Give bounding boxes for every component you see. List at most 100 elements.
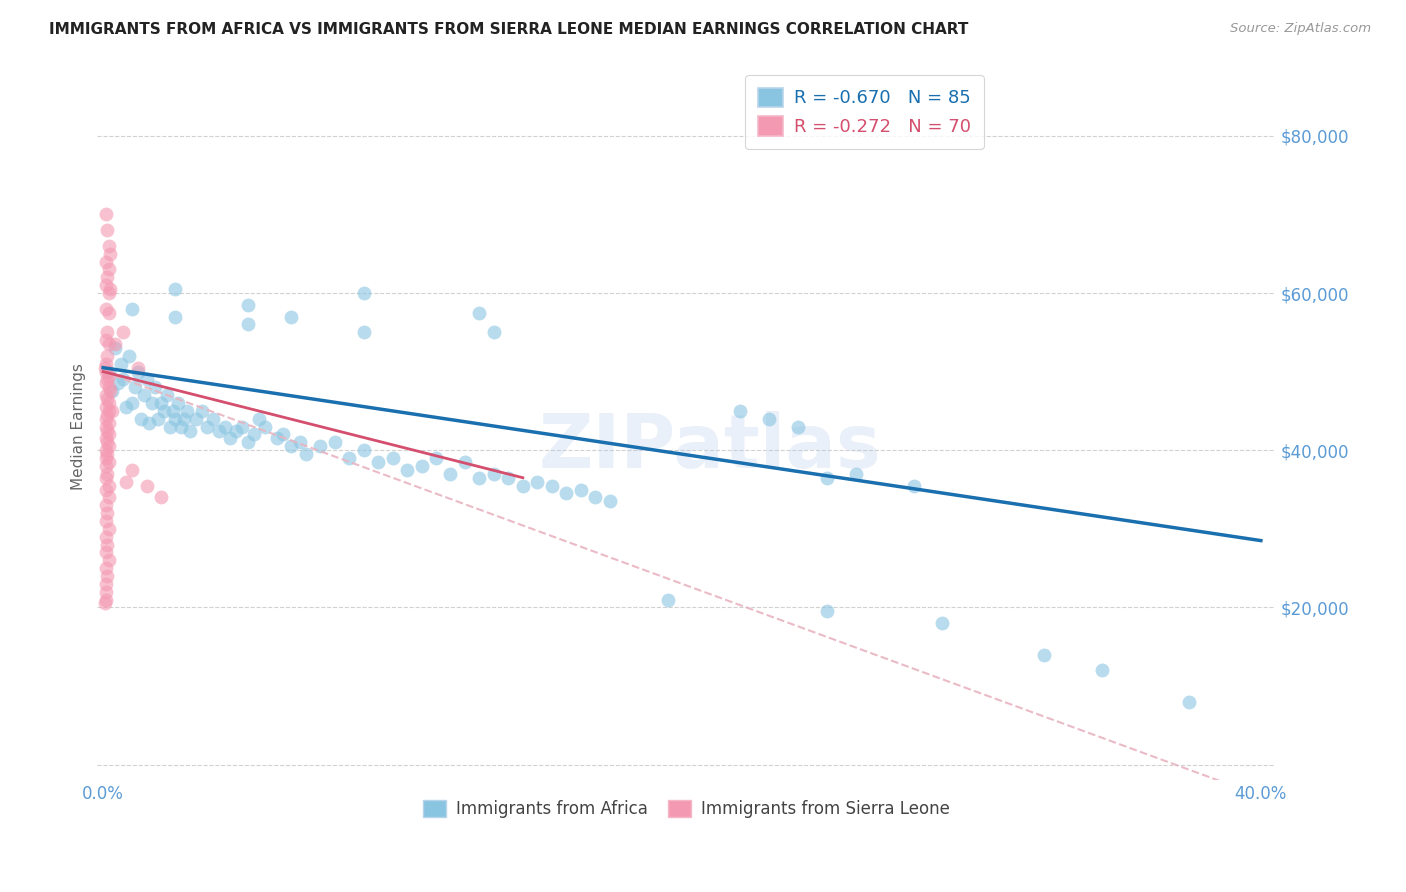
Point	[94, 333, 117, 347]
Point	[94, 301, 117, 316]
Point	[96, 349, 118, 363]
Legend: Immigrants from Africa, Immigrants from Sierra Leone: Immigrants from Africa, Immigrants from …	[416, 794, 956, 825]
Point	[94, 254, 117, 268]
Point	[112, 326, 135, 340]
Point	[93, 360, 115, 375]
Point	[236, 318, 259, 332]
Point	[101, 384, 124, 399]
Point	[94, 530, 117, 544]
Point	[94, 357, 117, 371]
Point	[583, 491, 606, 505]
Point	[100, 384, 122, 399]
Point	[214, 419, 236, 434]
Point	[176, 404, 198, 418]
Point	[118, 349, 141, 363]
Point	[124, 380, 146, 394]
Point	[526, 475, 548, 489]
Point	[135, 478, 157, 492]
Point	[512, 478, 534, 492]
Point	[97, 239, 120, 253]
Point	[231, 419, 253, 434]
Point	[94, 545, 117, 559]
Point	[94, 471, 117, 485]
Point	[236, 298, 259, 312]
Point	[254, 419, 277, 434]
Text: ZIPatlas: ZIPatlas	[538, 411, 882, 484]
Point	[94, 592, 117, 607]
Point	[482, 467, 505, 481]
Point	[1032, 648, 1054, 662]
Point	[569, 483, 592, 497]
Point	[138, 416, 160, 430]
Point	[271, 427, 294, 442]
Point	[337, 451, 360, 466]
Point	[195, 419, 218, 434]
Point	[96, 392, 118, 406]
Point	[96, 372, 118, 386]
Point	[104, 341, 127, 355]
Point	[97, 427, 120, 442]
Point	[225, 424, 247, 438]
Point	[249, 411, 271, 425]
Point	[96, 537, 118, 551]
Point	[94, 365, 117, 379]
Point	[93, 597, 115, 611]
Point	[97, 262, 120, 277]
Point	[94, 400, 117, 414]
Point	[94, 584, 117, 599]
Point	[127, 365, 149, 379]
Point	[97, 380, 120, 394]
Point	[121, 396, 143, 410]
Point	[728, 404, 751, 418]
Point	[468, 471, 491, 485]
Point	[97, 416, 120, 430]
Point	[94, 458, 117, 473]
Point	[599, 494, 621, 508]
Point	[94, 419, 117, 434]
Point	[94, 411, 117, 425]
Point	[190, 404, 212, 418]
Point	[100, 246, 122, 260]
Point	[135, 372, 157, 386]
Point	[184, 411, 207, 425]
Point	[425, 451, 447, 466]
Point	[786, 419, 808, 434]
Point	[97, 404, 120, 418]
Point	[236, 435, 259, 450]
Text: IMMIGRANTS FROM AFRICA VS IMMIGRANTS FROM SIERRA LEONE MEDIAN EARNINGS CORRELATI: IMMIGRANTS FROM AFRICA VS IMMIGRANTS FRO…	[49, 22, 969, 37]
Point	[156, 388, 179, 402]
Point	[266, 432, 288, 446]
Point	[758, 411, 780, 425]
Point	[396, 463, 419, 477]
Point	[482, 326, 505, 340]
Point	[121, 301, 143, 316]
Point	[96, 326, 118, 340]
Point	[104, 337, 127, 351]
Point	[94, 451, 117, 466]
Point	[97, 478, 120, 492]
Point	[381, 451, 404, 466]
Point	[96, 506, 118, 520]
Point	[150, 396, 173, 410]
Point	[97, 491, 120, 505]
Point	[165, 411, 187, 425]
Point	[96, 223, 118, 237]
Point	[454, 455, 477, 469]
Point	[107, 376, 129, 391]
Point	[367, 455, 389, 469]
Point	[1091, 663, 1114, 677]
Point	[845, 467, 868, 481]
Point	[150, 491, 173, 505]
Point	[94, 443, 117, 458]
Point	[162, 404, 184, 418]
Point	[159, 419, 181, 434]
Point	[353, 326, 375, 340]
Point	[121, 463, 143, 477]
Point	[97, 455, 120, 469]
Point	[97, 365, 120, 379]
Point	[115, 475, 138, 489]
Point	[96, 424, 118, 438]
Point	[94, 207, 117, 221]
Point	[94, 514, 117, 528]
Point	[411, 458, 433, 473]
